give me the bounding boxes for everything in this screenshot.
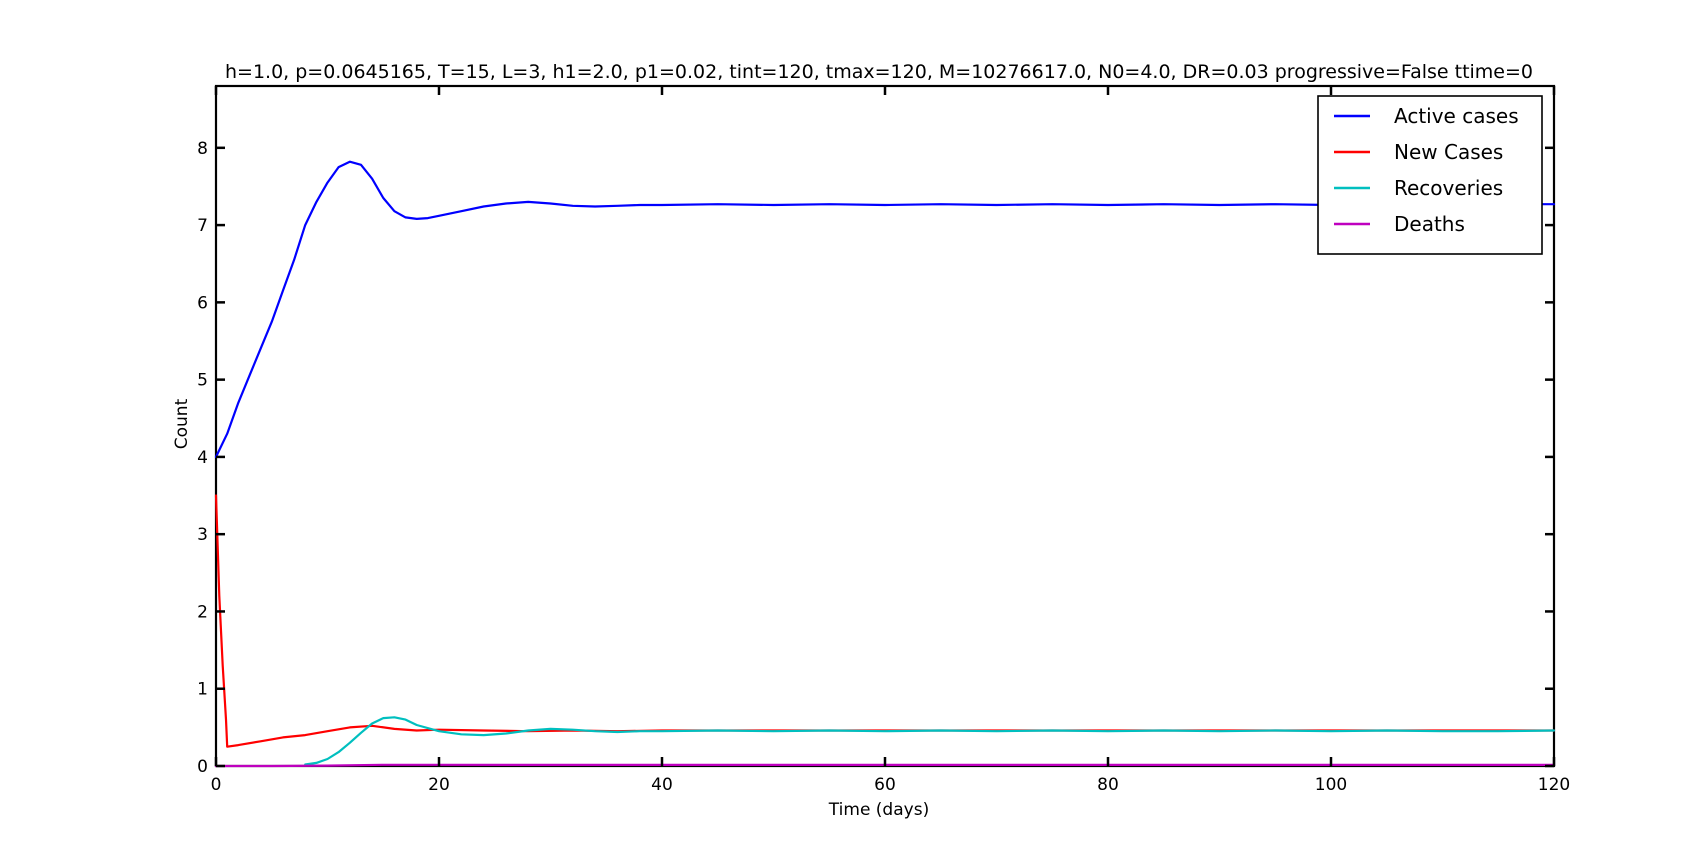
y-tick-label-3: 3 <box>197 525 208 545</box>
x-tick-label-2: 40 <box>651 775 673 795</box>
y-tick-label-8: 8 <box>197 139 208 159</box>
y-tick-label-0: 0 <box>197 757 208 777</box>
y-tick-label-7: 7 <box>197 216 208 236</box>
series-line-3 <box>304 716 1556 766</box>
x-tick-label-3: 60 <box>874 775 896 795</box>
y-axis-label: Count <box>172 398 192 449</box>
legend-label-4: Deaths <box>1394 212 1465 236</box>
y-tick-label-2: 2 <box>197 602 208 622</box>
y-tick-label-5: 5 <box>197 371 208 391</box>
legend: Active cases New Cases Recoveries Deaths <box>1317 95 1543 255</box>
legend-box <box>1317 95 1543 255</box>
x-tick-label-6: 120 <box>1538 775 1570 795</box>
series-line-4 <box>214 763 1556 768</box>
legend-label-2: New Cases <box>1394 140 1503 164</box>
x-tick-label-4: 80 <box>1097 775 1119 795</box>
series-line-1 <box>214 160 1556 458</box>
x-axis-label: Time (days) <box>828 800 929 820</box>
y-tick-label-1: 1 <box>197 680 208 700</box>
legend-label-3: Recoveries <box>1394 176 1503 200</box>
x-tick-label-1: 20 <box>428 775 450 795</box>
chart-title: h=1.0, p=0.0645165, T=15, L=3, h1=2.0, p… <box>225 61 1533 83</box>
ticks-layer: 0 20 40 60 80 100 120 0 1 2 3 4 5 6 7 8 <box>197 86 1570 795</box>
legend-label-1: Active cases <box>1394 104 1519 128</box>
series-layer <box>214 160 1556 768</box>
x-tick-label-5: 100 <box>1315 775 1347 795</box>
y-tick-label-6: 6 <box>197 293 208 313</box>
y-tick-label-4: 4 <box>197 448 208 468</box>
x-tick-label-0: 0 <box>211 775 222 795</box>
